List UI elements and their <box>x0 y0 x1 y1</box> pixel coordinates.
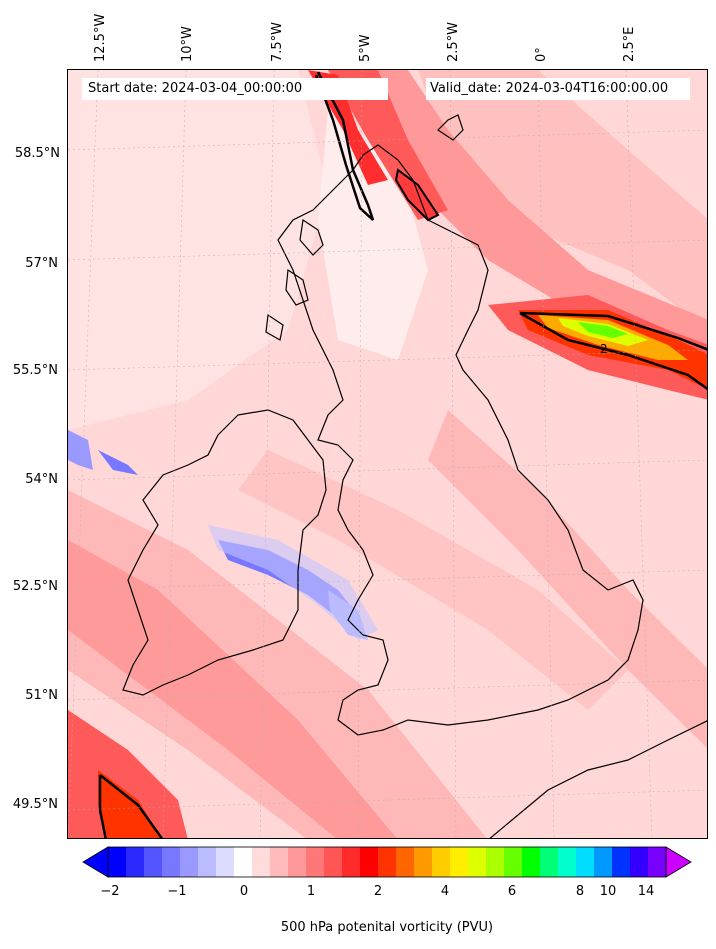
colorbar-under-extension <box>82 846 109 878</box>
cbar-tick-14: 14 <box>637 884 655 899</box>
lat-label-57n: 57°N <box>25 256 58 271</box>
colorbar-segment <box>342 847 361 877</box>
colorbar-segment <box>324 847 343 877</box>
colorbar-over-extension <box>665 846 692 878</box>
pv-field: 2 <box>68 70 707 838</box>
cbar-tick-neg2: −2 <box>100 884 120 899</box>
lat-label-58-5n: 58.5°N <box>14 146 60 161</box>
coastlines <box>122 114 707 838</box>
colorbar-segment <box>216 847 235 877</box>
colorbar-segment <box>486 847 505 877</box>
lon-label-0: 0° <box>534 47 549 62</box>
colorbar-segment <box>360 847 379 877</box>
pv-pale-northwest <box>68 70 328 430</box>
colorbar-segment <box>594 847 613 877</box>
colorbar-segment <box>306 847 325 877</box>
lon-label-7-5w: 7.5°W <box>270 21 285 62</box>
pv-contour-label: 2 <box>600 342 608 356</box>
colorbar-segment <box>432 847 451 877</box>
pv-map: 2 <box>67 69 708 839</box>
pv-contour-north <box>314 71 375 221</box>
lon-label-2-5w: 2.5°W <box>446 21 461 62</box>
cbar-tick-10: 10 <box>599 884 617 899</box>
colorbar-segment <box>522 847 541 877</box>
colorbar-segment <box>576 847 595 877</box>
colorbar-segment <box>378 847 397 877</box>
lat-label-52-5n: 52.5°N <box>12 579 58 594</box>
colorbar-title: 500 hPa potenital vorticity (PVU) <box>280 920 494 935</box>
colorbar-border <box>107 846 667 878</box>
lat-label-55-5n: 55.5°N <box>12 363 58 378</box>
pv-band-central <box>238 450 628 710</box>
colorbar-segment <box>252 847 271 877</box>
cbar-tick-0: 0 <box>239 884 249 899</box>
lat-label-49-5n: 49.5°N <box>12 797 58 812</box>
lon-label-2-5e: 2.5°E <box>622 26 637 62</box>
lat-label-54n: 54°N <box>25 472 58 487</box>
colorbar-segment <box>396 847 415 877</box>
lon-label-10w: 10°W <box>180 26 195 62</box>
pv-negative-wales <box>328 590 368 640</box>
pv-negative-west <box>68 430 93 470</box>
pv-contour-northsea <box>519 311 707 391</box>
pv-band-east <box>428 410 707 749</box>
start-date-text: Start date: 2024-03-04_00:00:00 <box>88 81 303 96</box>
pv-jet-northeast <box>418 70 707 329</box>
start-date-box: Start date: 2024-03-04_00:00:00 <box>82 78 388 100</box>
lon-label-5w: 5°W <box>358 34 373 62</box>
colorbar <box>82 846 692 878</box>
valid-date-box: Valid_date: 2024-03-04T16:00:00.00 <box>426 78 690 100</box>
cbar-tick-1: 1 <box>306 884 316 899</box>
cbar-tick-6: 6 <box>507 884 517 899</box>
pv-band-southwest <box>68 490 487 838</box>
colorbar-segment <box>288 847 307 877</box>
colorbar-segment <box>180 847 199 877</box>
colorbar-segment <box>126 847 145 877</box>
colorbar-segment <box>144 847 163 877</box>
cbar-tick-8: 8 <box>575 884 585 899</box>
valid-date-text: Valid_date: 2024-03-04T16:00:00.00 <box>430 81 669 96</box>
colorbar-segment <box>450 847 469 877</box>
pv-band-southwest-core <box>68 540 397 838</box>
colorbar-segment <box>108 847 127 877</box>
colorbar-segment <box>414 847 433 877</box>
lon-label-12-5w: 12.5°W <box>93 13 108 62</box>
colorbar-segment <box>540 847 559 877</box>
pv-contour-southwest <box>98 774 164 838</box>
colorbar-segment <box>630 847 649 877</box>
colorbar-segment <box>270 847 289 877</box>
colorbar-segment <box>162 847 181 877</box>
colorbar-segment <box>198 847 217 877</box>
colorbar-segment <box>468 847 487 877</box>
colorbar-segment <box>612 847 631 877</box>
pv-jet-northeast-core <box>358 70 707 370</box>
colorbar-segment <box>234 847 253 877</box>
pv-max-southwest-outer <box>68 710 188 838</box>
pv-jet-north-strong <box>328 70 448 220</box>
cbar-tick-neg1: −1 <box>167 884 187 899</box>
cbar-tick-4: 4 <box>440 884 450 899</box>
graticule <box>68 70 707 838</box>
colorbar-segment <box>504 847 523 877</box>
pv-negative-west-spots <box>98 450 138 475</box>
pv-max-northsea-core <box>578 322 628 338</box>
cbar-tick-2: 2 <box>373 884 383 899</box>
colorbar-segment <box>558 847 577 877</box>
lat-label-51n: 51°N <box>25 688 58 703</box>
colorbar-segment <box>648 847 667 877</box>
